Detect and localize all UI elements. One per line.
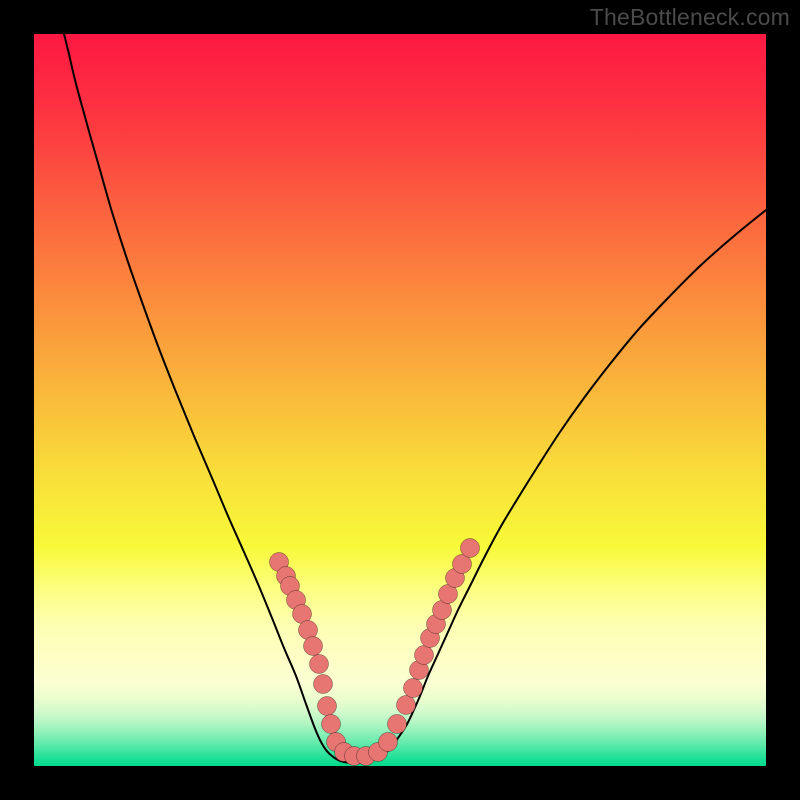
marker-dot (415, 646, 434, 665)
marker-dot (461, 539, 480, 558)
watermark-text: TheBottleneck.com (590, 4, 790, 31)
marker-dot (404, 679, 423, 698)
marker-dot (310, 655, 329, 674)
marker-dot (318, 697, 337, 716)
marker-dot (379, 733, 398, 752)
chart-svg (0, 0, 800, 800)
marker-dot (314, 675, 333, 694)
marker-dot (322, 715, 341, 734)
marker-dot (388, 715, 407, 734)
marker-dot (304, 637, 323, 656)
plot-background (34, 34, 766, 766)
marker-dot (397, 696, 416, 715)
chart-stage: TheBottleneck.com (0, 0, 800, 800)
